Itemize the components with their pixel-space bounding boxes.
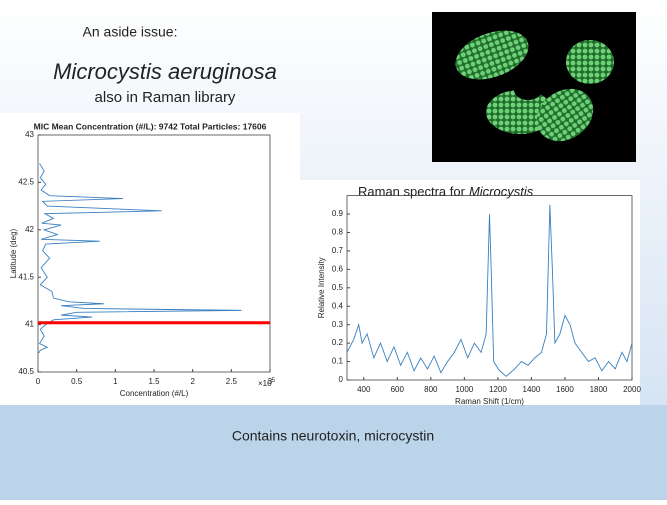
x-tick-label: 1800 — [590, 385, 608, 394]
x-axis-label: Raman Shift (1/cm) — [455, 397, 524, 406]
chart-title: MIC Mean Concentration (#/L): 9742 Total… — [34, 121, 267, 131]
y-tick-label: 43 — [25, 130, 34, 139]
x-tick-label: 600 — [391, 385, 405, 394]
x-tick-label: 800 — [424, 385, 438, 394]
y-tick-label: 42.5 — [18, 178, 34, 187]
aside-text: An aside issue: — [83, 24, 178, 40]
y-axis-label: Relative Intensity — [317, 257, 326, 318]
y-tick-label: 41 — [25, 320, 34, 329]
x-axis-label: Concentration (#/L) — [120, 389, 189, 398]
y-tick-label: 0.7 — [332, 246, 344, 255]
data-line — [346, 204, 633, 377]
y-tick-label: 0 — [339, 375, 344, 384]
x-tick-label: 1600 — [556, 385, 574, 394]
multiplier-power: 5 — [272, 378, 276, 384]
title-emphasis: Microcystis — [469, 184, 534, 199]
x-multiplier: ×105 — [258, 378, 276, 389]
x-tick-label: 1400 — [523, 385, 541, 394]
chart-panel — [300, 180, 640, 405]
multiplier-base: ×10 — [258, 379, 272, 388]
data-line — [38, 163, 242, 354]
y-tick-label: 0.6 — [332, 264, 344, 273]
y-tick-label: 0.8 — [332, 228, 344, 237]
x-tick-label: 2000 — [623, 385, 641, 394]
footer-band — [0, 405, 667, 500]
footer-text: Contains neurotoxin, microcystin — [232, 428, 434, 444]
microcystis-image — [432, 12, 636, 162]
y-tick-label: 41.5 — [18, 272, 34, 281]
library-note: also in Raman library — [95, 89, 236, 106]
y-axis-label: Latitude (deg) — [9, 228, 18, 278]
x-tick-label: 1 — [113, 377, 118, 386]
y-tick-label: 0.9 — [332, 209, 344, 218]
y-tick-label: 42 — [25, 225, 34, 234]
y-tick-label: 40.5 — [18, 367, 34, 376]
title-text: Raman spectra for — [358, 184, 466, 199]
x-tick-label: 0 — [36, 377, 41, 386]
x-tick-label: 1.5 — [148, 377, 160, 386]
x-tick-label: 3 — [268, 377, 273, 386]
y-tick-label: 0.5 — [332, 283, 344, 292]
x-tick-label: 400 — [357, 385, 371, 394]
x-tick-label: 2 — [190, 377, 195, 386]
y-tick-label: 0.1 — [332, 357, 344, 366]
x-tick-label: 1200 — [489, 385, 507, 394]
chart-title: Raman spectra for Microcystis — [358, 184, 534, 199]
chart-panel — [0, 113, 300, 405]
y-tick-label: 0.3 — [332, 320, 344, 329]
x-tick-label: 1000 — [455, 385, 473, 394]
x-tick-label: 0.5 — [71, 377, 83, 386]
y-tick-label: 0.2 — [332, 338, 344, 347]
species-name: Microcystis aeruginosa — [53, 59, 277, 84]
x-tick-label: 2.5 — [226, 377, 238, 386]
y-tick-label: 0.4 — [332, 301, 344, 310]
